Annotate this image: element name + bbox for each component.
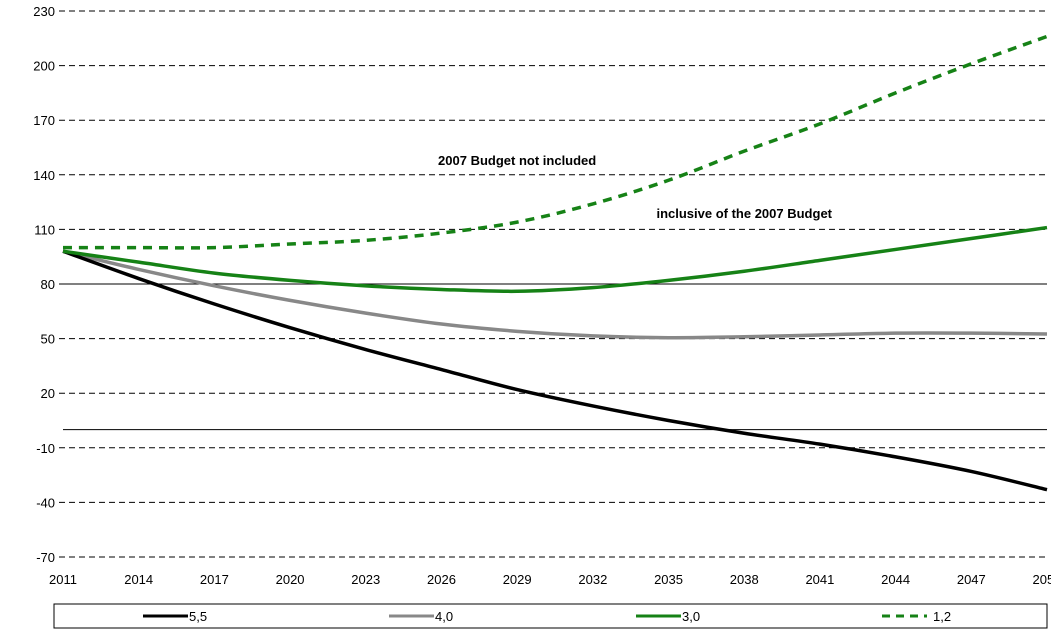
x-tick-label: 2038 xyxy=(730,572,759,587)
y-tick-label: -40 xyxy=(36,495,55,510)
legend-item-4-0: 4,0 xyxy=(389,609,453,624)
legend-label-5-5: 5,5 xyxy=(189,609,207,624)
legend-item-3-0: 3,0 xyxy=(636,609,700,624)
x-tick-label: 2032 xyxy=(578,572,607,587)
x-tick-label: 2014 xyxy=(124,572,153,587)
x-tick-label: 2041 xyxy=(805,572,834,587)
x-tick-label: 2011 xyxy=(49,572,77,587)
y-axis-ticks: 230 200 170 140 110 80 50 20 -10 -40 -70 xyxy=(33,4,55,565)
y-tick-label: 200 xyxy=(33,59,55,74)
annotation-not-included: 2007 Budget not included xyxy=(438,153,596,168)
x-tick-label: 2029 xyxy=(503,572,532,587)
x-tick-label: 2020 xyxy=(276,572,305,587)
y-tick-label: 50 xyxy=(41,332,55,347)
legend-label-1-2: 1,2 xyxy=(933,609,951,624)
x-tick-label: 2026 xyxy=(427,572,456,587)
y-tick-label: 140 xyxy=(33,168,55,183)
x-tick-label: 2017 xyxy=(200,572,229,587)
x-tick-label: 2044 xyxy=(881,572,910,587)
y-tick-label: 110 xyxy=(34,222,55,237)
legend-item-5-5: 5,5 xyxy=(143,609,207,624)
y-tick-label: 20 xyxy=(41,386,55,401)
series-line-5-5 xyxy=(62,249,1048,492)
legend: 5,5 4,0 3,0 1,2 xyxy=(53,603,1048,629)
y-tick-label: -10 xyxy=(36,441,55,456)
annotation-inclusive: inclusive of the 2007 Budget xyxy=(656,206,832,221)
annotations: 2007 Budget not included inclusive of th… xyxy=(438,153,833,221)
y-tick-label: 170 xyxy=(33,113,55,128)
reference-lines xyxy=(63,283,1047,431)
x-tick-label: 2035 xyxy=(654,572,683,587)
y-tick-label: 230 xyxy=(33,4,55,19)
y-tick-label: -70 xyxy=(36,550,55,565)
series-line-3-0 xyxy=(62,225,1048,294)
x-tick-label: 2050 xyxy=(1033,572,1051,587)
legend-box xyxy=(53,603,1048,629)
x-tick-label: 2047 xyxy=(957,572,986,587)
y-tick-label: 80 xyxy=(41,277,55,292)
legend-label-4-0: 4,0 xyxy=(435,609,453,624)
x-axis-ticks: 2011 2014 2017 2020 2023 2026 2029 2032 2035 2038… xyxy=(49,572,1051,587)
legend-label-3-0: 3,0 xyxy=(682,609,700,624)
series-lines xyxy=(62,34,1048,492)
x-tick-label: 2023 xyxy=(351,572,380,587)
series-line-4-0 xyxy=(62,249,1048,340)
legend-item-1-2: 1,2 xyxy=(882,609,951,624)
series-line-1-2 xyxy=(62,34,1048,250)
